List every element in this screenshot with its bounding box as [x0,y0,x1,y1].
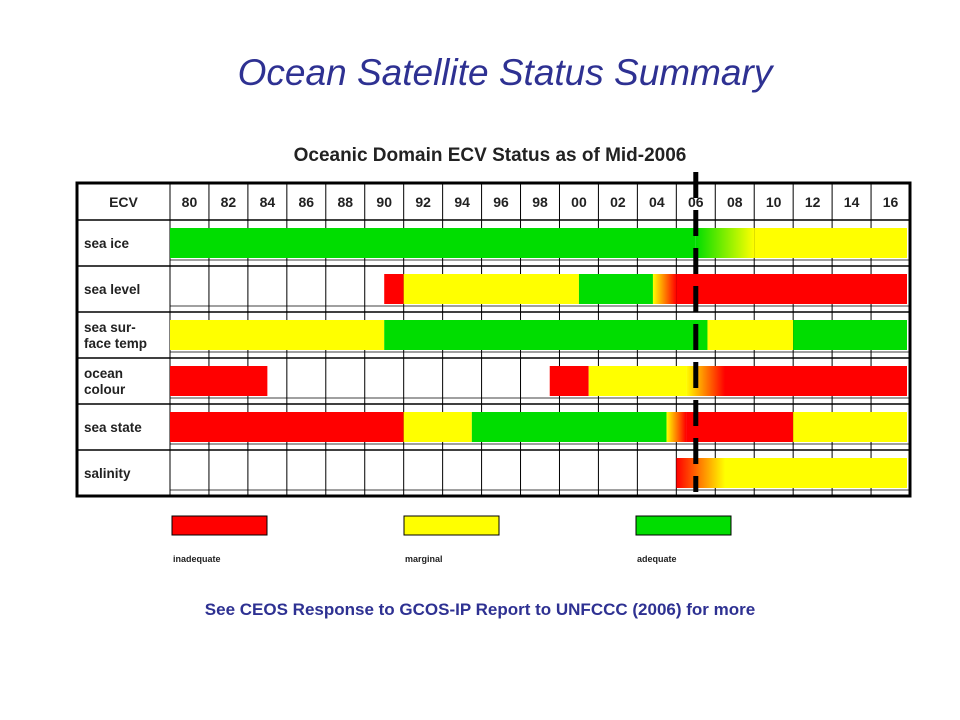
column-year: 86 [299,194,315,210]
column-year: 02 [610,194,626,210]
slide-title: Ocean Satellite Status Summary [237,52,773,93]
row-label: face temp [84,336,147,351]
row-label: sea sur- [84,320,136,335]
status-bar [707,320,794,350]
column-year: 80 [182,194,198,210]
status-bar [754,228,907,258]
status-bar [652,274,677,304]
status-bar [549,366,589,396]
column-year: 92 [415,194,431,210]
status-bar [384,320,708,350]
status-bar [725,366,907,396]
frame [75,181,912,498]
status-bar [793,412,907,442]
column-year: 06 [688,194,704,210]
status-bar [676,274,907,304]
legend-swatch [171,515,268,536]
status-bar [170,366,268,396]
row-label: sea ice [84,236,130,251]
column-year: 04 [649,194,665,210]
column-year: 12 [805,194,821,210]
column-year: 98 [532,194,548,210]
row-label: sea level [84,282,140,297]
column-year: 96 [493,194,509,210]
status-bar [676,458,725,488]
legend-label: adequate [637,554,677,564]
status-bar [403,274,579,304]
column-year: 90 [376,194,392,210]
column-year: 94 [454,194,470,210]
column-year: 00 [571,194,587,210]
status-bar [471,412,667,442]
column-year: 84 [260,194,276,210]
status-bar [384,274,404,304]
header-ecv: ECV [109,194,138,210]
legend-swatch [403,515,500,536]
status-bar [725,458,907,488]
status-bar [666,412,687,442]
legend: inadequate marginal adequate [171,515,732,564]
column-year: 08 [727,194,743,210]
status-bar [170,412,404,442]
row-label: colour [84,382,126,397]
legend-swatch [635,515,732,536]
column-year: 88 [337,194,353,210]
table-frame [75,181,912,498]
column-year: 16 [883,194,899,210]
ecv-status-chart: ECV 80 82 84 86 88 90 92 94 96 98 00 02 04 06 08 10 12 14 1… [75,172,912,564]
status-bar [695,228,755,258]
status-bar [170,228,696,258]
row-label: sea state [84,420,142,435]
status-bar [588,366,687,396]
status-bars [170,228,907,488]
column-year: 10 [766,194,782,210]
column-year: 82 [221,194,237,210]
status-bar [686,412,794,442]
status-bar [793,320,907,350]
legend-label: marginal [405,554,443,564]
chart-title: Oceanic Domain ECV Status as of Mid-2006 [293,145,687,166]
labels: ECV 80 82 84 86 88 90 92 94 96 98 00 02 04 06 08 10 12 14 1… [84,194,899,481]
footer-note: See CEOS Response to GCOS-IP Report to U… [204,600,756,619]
status-bar [170,320,385,350]
status-bar [578,274,653,304]
status-bar [686,366,725,396]
column-year: 14 [844,194,860,210]
status-bar [403,412,472,442]
row-label: salinity [84,466,131,481]
legend-label: inadequate [173,554,221,564]
row-label: ocean [84,366,123,381]
